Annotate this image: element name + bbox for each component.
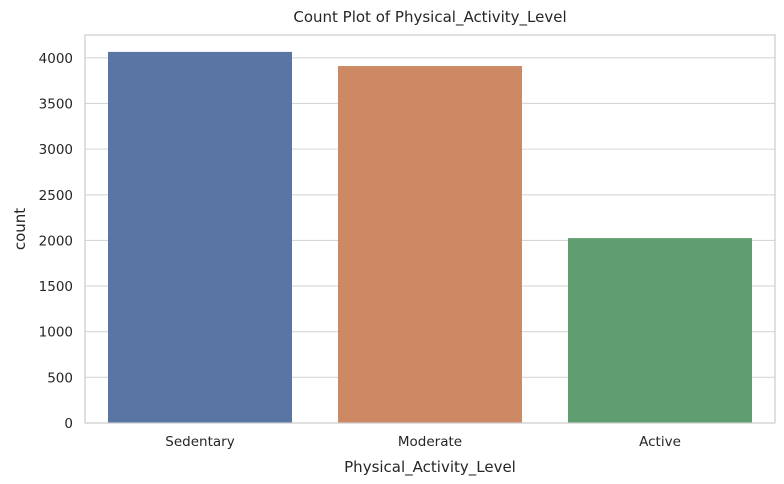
x-axis-label: Physical_Activity_Level bbox=[344, 458, 516, 477]
y-tick-label: 500 bbox=[47, 370, 73, 386]
bar-active bbox=[568, 238, 752, 423]
bar-sedentary bbox=[108, 51, 292, 424]
y-tick-label: 3000 bbox=[39, 142, 73, 158]
y-tick-label: 4000 bbox=[39, 51, 73, 67]
x-tick-labels: Sedentary Moderate Active bbox=[165, 434, 681, 450]
x-tick-label-moderate: Moderate bbox=[398, 434, 462, 450]
y-axis-label: count bbox=[11, 208, 29, 250]
plot-frame bbox=[84, 34, 776, 424]
y-tick-label: 1500 bbox=[39, 279, 73, 295]
chart-title: Count Plot of Physical_Activity_Level bbox=[293, 8, 566, 27]
y-tick-label: 2500 bbox=[39, 188, 73, 204]
x-tick-label-sedentary: Sedentary bbox=[165, 434, 234, 450]
y-tick-labels: 0 500 1000 1500 2000 2500 3000 3500 4000 bbox=[39, 51, 73, 432]
bar-moderate bbox=[338, 66, 522, 423]
bars bbox=[108, 51, 752, 424]
y-tick-label: 1000 bbox=[39, 325, 73, 341]
x-tick-label-active: Active bbox=[639, 434, 681, 450]
y-tick-label: 2000 bbox=[39, 233, 73, 249]
y-tick-label: 3500 bbox=[39, 96, 73, 112]
y-tick-label: 0 bbox=[64, 416, 73, 432]
